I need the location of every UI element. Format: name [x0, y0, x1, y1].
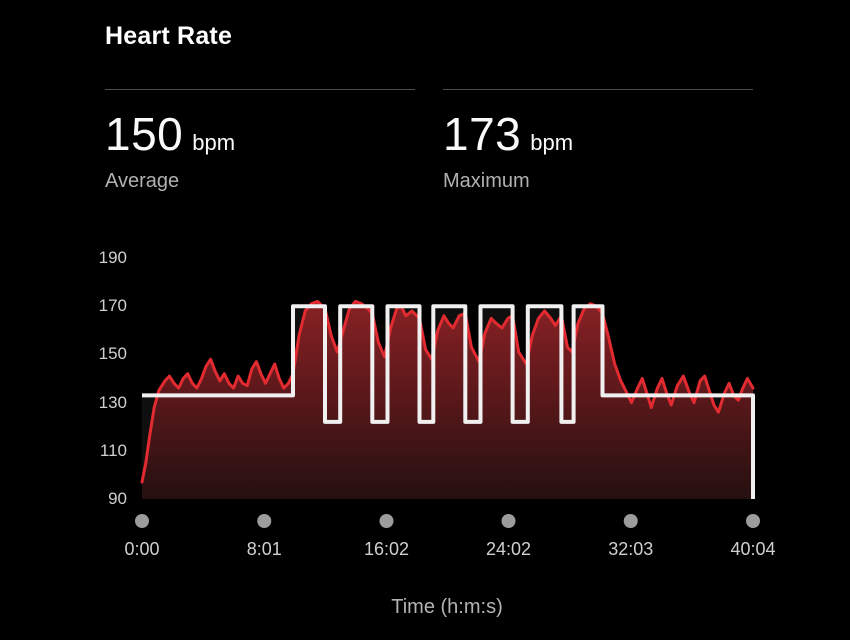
- x-tick-label-1: 8:01: [246, 539, 282, 559]
- x-tick-dot-5[interactable]: [746, 514, 760, 528]
- maximum-label: Maximum: [443, 170, 530, 193]
- x-tick-dot-0[interactable]: [135, 514, 149, 528]
- x-tick-dot-2[interactable]: [379, 514, 394, 528]
- x-tick-label-0: 0:00: [124, 539, 160, 559]
- x-tick-dot-3[interactable]: [501, 514, 516, 528]
- y-tick-label-0: 190: [98, 248, 127, 267]
- average-value: 150: [105, 108, 184, 160]
- x-tick-dot-4[interactable]: [623, 514, 638, 528]
- x-tick-label-5: 40:04: [730, 539, 776, 559]
- stat-average: 150 bpm Average: [105, 110, 425, 193]
- x-tick-dot-1[interactable]: [257, 514, 272, 528]
- target-zone-line: [142, 304, 755, 499]
- stat-maximum: 173 bpm Maximum: [443, 110, 763, 193]
- page-title: Heart Rate: [105, 22, 233, 50]
- maximum-value: 173: [443, 108, 522, 160]
- y-tick-label-4: 110: [99, 440, 127, 460]
- x-tick-label-2: 16:02: [363, 539, 410, 559]
- x-axis-tick-dots: [135, 514, 760, 528]
- x-axis-title: Time (h:m:s): [391, 596, 503, 618]
- heart-rate-line: [140, 299, 755, 484]
- y-tick-label-1: 170: [98, 296, 127, 316]
- divider-left: [105, 89, 415, 90]
- y-tick-label-2: 150: [98, 344, 127, 364]
- heart-rate-area: [142, 301, 753, 499]
- average-unit: bpm: [192, 130, 236, 155]
- y-tick-label-3: 130: [98, 392, 127, 412]
- x-tick-label-4: 32:03: [608, 539, 654, 559]
- average-label: Average: [105, 170, 180, 193]
- x-tick-label-3: 24:02: [485, 539, 531, 559]
- maximum-unit: bpm: [530, 130, 574, 155]
- divider-right: [443, 89, 753, 90]
- y-tick-label-5: 90: [108, 489, 127, 508]
